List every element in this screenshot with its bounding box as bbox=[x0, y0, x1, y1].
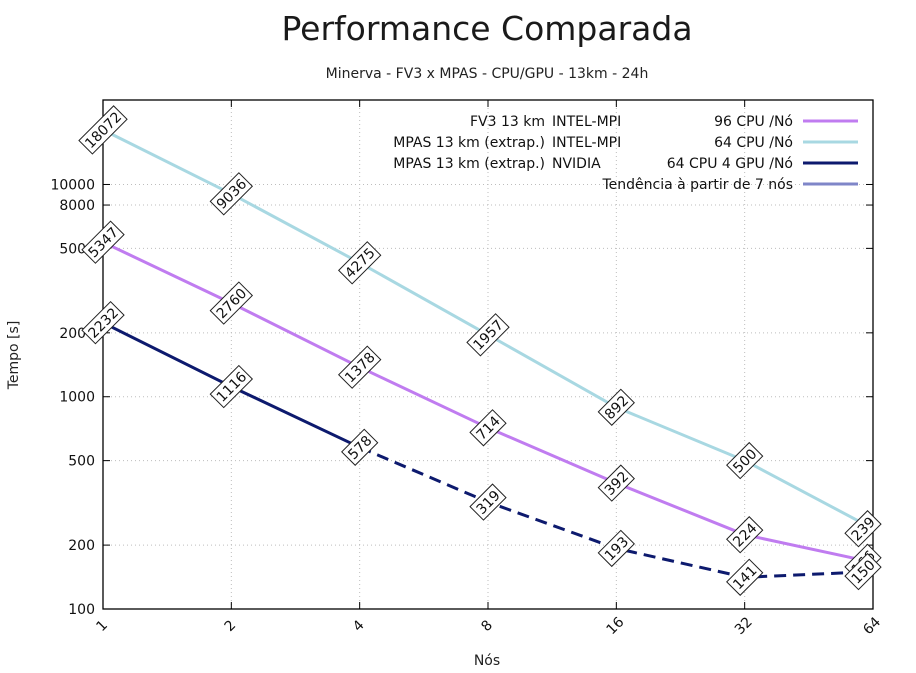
legend-label-mpi: NVIDIA bbox=[552, 156, 601, 172]
chart-subtitle: Minerva - FV3 x MPAS - CPU/GPU - 13km - … bbox=[326, 66, 649, 82]
data-label-box bbox=[341, 428, 379, 466]
legend-label-config: 64 CPU /Nó bbox=[714, 135, 793, 151]
legend-label-config: Tendência à partir de 7 nós bbox=[601, 177, 793, 193]
chart-title: Performance Comparada bbox=[281, 9, 692, 48]
data-label-box bbox=[78, 105, 128, 155]
x-tick-label: 8 bbox=[478, 617, 496, 635]
legend-label-model: MPAS 13 km (extrap.) bbox=[393, 156, 545, 172]
legend-label-mpi: INTEL-MPI bbox=[552, 135, 621, 151]
legend-label-config: 96 CPU /Nó bbox=[714, 114, 793, 130]
data-label-box bbox=[466, 313, 510, 357]
legend-label-model: FV3 13 km bbox=[470, 114, 545, 130]
data-label-group: 500 bbox=[726, 441, 764, 480]
data-label-box bbox=[597, 464, 635, 502]
y-tick-label: 10000 bbox=[50, 177, 95, 193]
legend-label-model: MPAS 13 km (extrap.) bbox=[393, 135, 545, 151]
data-label-box bbox=[81, 300, 125, 345]
y-tick-label: 100 bbox=[68, 602, 95, 618]
data-label-group: 1116 bbox=[209, 364, 254, 409]
x-tick-label: 16 bbox=[604, 614, 628, 638]
data-label-group: 193 bbox=[597, 529, 635, 568]
data-label-box bbox=[597, 529, 635, 568]
data-label-box bbox=[726, 558, 764, 596]
data-label-group: 892 bbox=[597, 388, 635, 426]
y-tick-label: 500 bbox=[68, 454, 95, 470]
data-label-box bbox=[337, 241, 382, 285]
y-tick-label: 8000 bbox=[59, 198, 95, 214]
data-label-box bbox=[81, 220, 125, 264]
data-label-group: 4275 bbox=[337, 241, 382, 285]
x-tick-label: 1 bbox=[93, 617, 111, 635]
data-label-box bbox=[597, 388, 635, 426]
data-label-box bbox=[726, 441, 764, 480]
x-tick-label: 32 bbox=[732, 614, 756, 638]
data-label-box bbox=[844, 552, 882, 591]
legend-label-config: 64 CPU 4 GPU /Nó bbox=[667, 156, 793, 172]
data-label-box bbox=[469, 409, 507, 447]
data-label-group: 141 bbox=[726, 558, 764, 596]
legend: FV3 13 km INTEL-MPI 96 CPU /Nó MPAS 13 km (… bbox=[393, 114, 858, 193]
data-label-group: 224 bbox=[726, 516, 764, 554]
y-axis-label: Tempo [s] bbox=[6, 321, 22, 391]
data-label-box bbox=[469, 483, 507, 521]
data-label-box bbox=[337, 345, 382, 389]
data-label-box bbox=[209, 172, 254, 216]
data-label-box bbox=[726, 516, 764, 554]
data-label-box bbox=[209, 281, 254, 325]
x-axis-label: Nós bbox=[474, 653, 500, 669]
y-tick-label: 1000 bbox=[59, 390, 95, 406]
data-label-group: 392 bbox=[597, 464, 635, 502]
data-label-group: 319 bbox=[469, 483, 507, 521]
data-label-box bbox=[209, 364, 254, 409]
x-tick-label: 4 bbox=[350, 617, 368, 635]
data-label-group: 578 bbox=[341, 428, 379, 466]
legend-label-mpi: INTEL-MPI bbox=[552, 114, 621, 130]
y-tick-label: 200 bbox=[68, 538, 95, 554]
x-tick-label: 64 bbox=[860, 614, 884, 638]
data-label-group: 714 bbox=[469, 409, 507, 447]
data-label-box bbox=[844, 510, 882, 548]
x-tick-label: 2 bbox=[222, 617, 240, 635]
